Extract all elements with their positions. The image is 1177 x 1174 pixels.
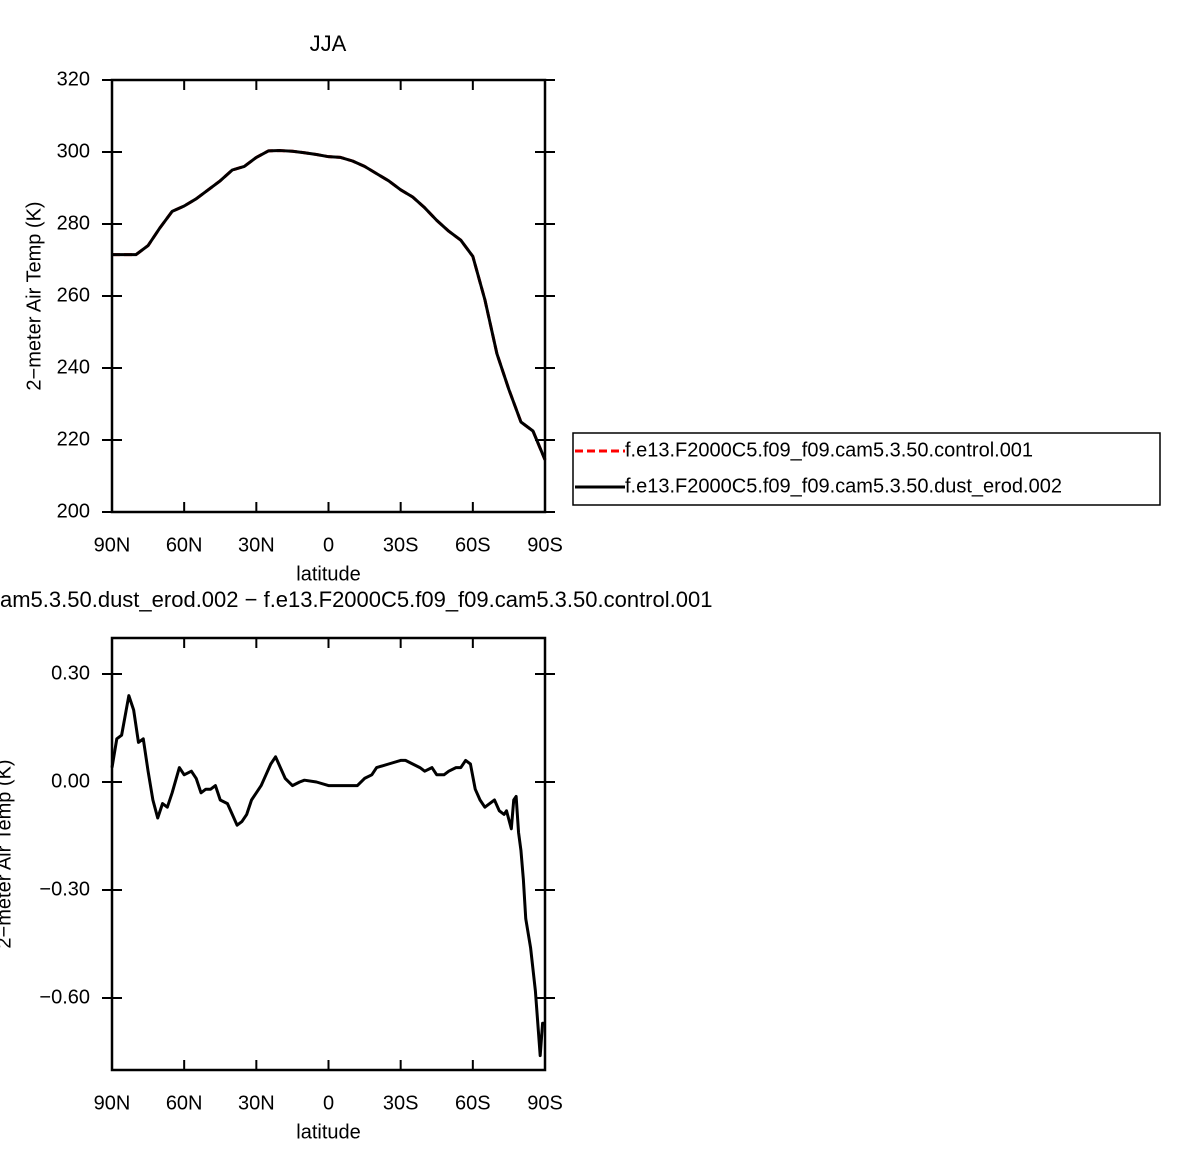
y-tick-label: 0.00 <box>51 770 90 792</box>
y-axis-label: 2−meter Air Temp (K) <box>0 759 15 948</box>
x-tick-label: 30S <box>383 1092 419 1114</box>
x-tick-label: 60S <box>455 1092 491 1114</box>
legend-label: f.e13.F2000C5.f09_f09.cam5.3.50.control.… <box>625 439 1033 461</box>
chart-title: am5.3.50.dust_erod.002 − f.e13.F2000C5.f… <box>0 587 712 612</box>
y-tick-label: 320 <box>57 68 90 90</box>
x-tick-label: 90S <box>527 1092 563 1114</box>
x-tick-label: 90N <box>94 1092 131 1114</box>
x-tick-label: 90S <box>527 534 563 556</box>
x-axis-label: latitude <box>296 563 361 585</box>
y-tick-label: 240 <box>57 356 90 378</box>
y-tick-label: −0.60 <box>39 986 90 1008</box>
y-tick-label: 280 <box>57 212 90 234</box>
x-tick-label: 60N <box>166 1092 203 1114</box>
y-tick-label: 220 <box>57 428 90 450</box>
line-series <box>112 149 547 461</box>
x-tick-label: 30N <box>238 1092 275 1114</box>
y-tick-label: 260 <box>57 284 90 306</box>
x-tick-label: 0 <box>323 534 334 556</box>
line-series <box>112 149 547 461</box>
legend-box <box>572 432 1161 506</box>
line-series <box>110 694 545 1058</box>
plot-frame <box>110 636 547 1072</box>
plot-frame <box>110 78 547 514</box>
y-tick-label: 300 <box>57 140 90 162</box>
chart-title: JJA <box>310 31 347 56</box>
y-tick-label: 0.30 <box>51 662 90 684</box>
x-tick-label: 90N <box>94 534 131 556</box>
x-tick-label: 60S <box>455 534 491 556</box>
y-tick-label: 200 <box>57 500 90 522</box>
x-axis-label: latitude <box>296 1121 361 1143</box>
y-tick-label: −0.30 <box>39 878 90 900</box>
y-axis-label: 2−meter Air Temp (K) <box>23 201 45 390</box>
legend-label: f.e13.F2000C5.f09_f09.cam5.3.50.dust_ero… <box>625 475 1062 497</box>
x-tick-label: 30N <box>238 534 275 556</box>
x-tick-label: 0 <box>323 1092 334 1114</box>
x-tick-label: 60N <box>166 534 203 556</box>
x-tick-label: 30S <box>383 534 419 556</box>
